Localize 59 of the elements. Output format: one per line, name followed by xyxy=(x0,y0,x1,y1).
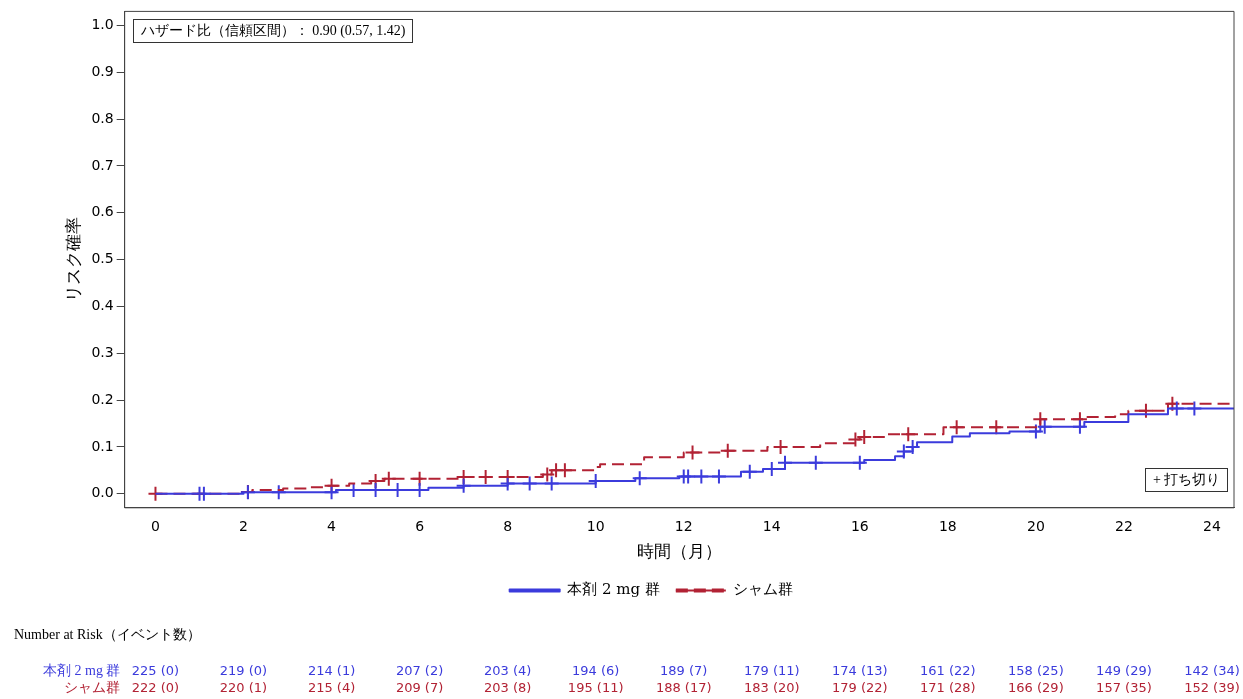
text: 220 (1) xyxy=(219,680,268,695)
text: 179 (11) xyxy=(743,663,800,678)
text: 171 (28) xyxy=(920,680,976,695)
annotation: + 打ち切り xyxy=(1145,467,1229,492)
y-tick-label: 0.2 xyxy=(91,390,114,407)
x-tick-label: 20 xyxy=(1026,517,1045,534)
legend-label: 本剤 2 mg 群 xyxy=(567,580,660,599)
text: 179 (22) xyxy=(831,680,888,695)
x-tick-label: 22 xyxy=(1115,517,1133,534)
text: 203 (4) xyxy=(483,663,532,678)
text: 215 (4) xyxy=(307,680,356,695)
x-tick-label: 10 xyxy=(586,517,605,534)
x-tick-label: 8 xyxy=(503,517,513,534)
text: 183 (20) xyxy=(743,680,800,695)
x-tick-label: 2 xyxy=(239,517,248,534)
text: 189 (7) xyxy=(660,663,708,678)
y-tick-label: 0.0 xyxy=(91,484,114,501)
x-tick-label: 24 xyxy=(1203,517,1221,534)
text: 158 (25) xyxy=(1008,663,1064,678)
text: 207 (2) xyxy=(395,663,444,678)
x-axis-title: 時間（月） xyxy=(636,542,722,562)
x-tick-label: 6 xyxy=(415,517,425,534)
text: 161 (22) xyxy=(920,663,976,678)
text: 222 (0) xyxy=(131,680,180,695)
text: 157 (35) xyxy=(1096,680,1152,695)
y-tick-label: 0.6 xyxy=(91,203,114,220)
text: 209 (7) xyxy=(395,680,444,695)
y-tick-label: 0.1 xyxy=(91,437,114,454)
x-tick-label: 0 xyxy=(151,517,160,534)
x-tick-label: 16 xyxy=(850,517,869,534)
annotation: ハザード比（信頼区間）： 0.90 (0.57, 1.42) xyxy=(132,19,414,44)
x-tick-label: 14 xyxy=(762,517,781,534)
y-tick-label: 0.3 xyxy=(91,343,114,360)
text: 本剤 2 mg 群 xyxy=(43,662,121,680)
y-tick-label: 0.9 xyxy=(91,62,114,79)
text: 219 (0) xyxy=(219,663,268,678)
text: 195 (11) xyxy=(567,680,624,695)
text: 166 (29) xyxy=(1008,680,1064,695)
y-tick-label: 1.0 xyxy=(91,16,114,33)
y-tick-label: 0.4 xyxy=(91,297,114,314)
text: Number at Risk（イベント数） xyxy=(14,626,201,644)
x-tick-label: 18 xyxy=(938,517,957,534)
x-tick-label: 12 xyxy=(674,517,693,534)
text: 149 (29) xyxy=(1096,663,1152,678)
y-tick-label: 0.7 xyxy=(91,156,114,173)
text: 194 (6) xyxy=(572,663,620,678)
text: 225 (0) xyxy=(131,663,180,678)
text: 188 (17) xyxy=(655,680,712,695)
text: 152 (39) xyxy=(1184,680,1240,695)
y-tick-label: 0.8 xyxy=(91,109,114,126)
legend-label: シャム群 xyxy=(733,580,794,599)
y-axis-title: リスク確率 xyxy=(63,217,83,303)
text: 174 (13) xyxy=(831,663,888,678)
y-tick-label: 0.5 xyxy=(91,250,114,267)
text: 142 (34) xyxy=(1184,663,1240,678)
text: 214 (1) xyxy=(307,663,356,678)
x-tick-label: 4 xyxy=(327,517,337,534)
text: シャム群 xyxy=(64,679,120,697)
text: 203 (8) xyxy=(483,680,532,695)
